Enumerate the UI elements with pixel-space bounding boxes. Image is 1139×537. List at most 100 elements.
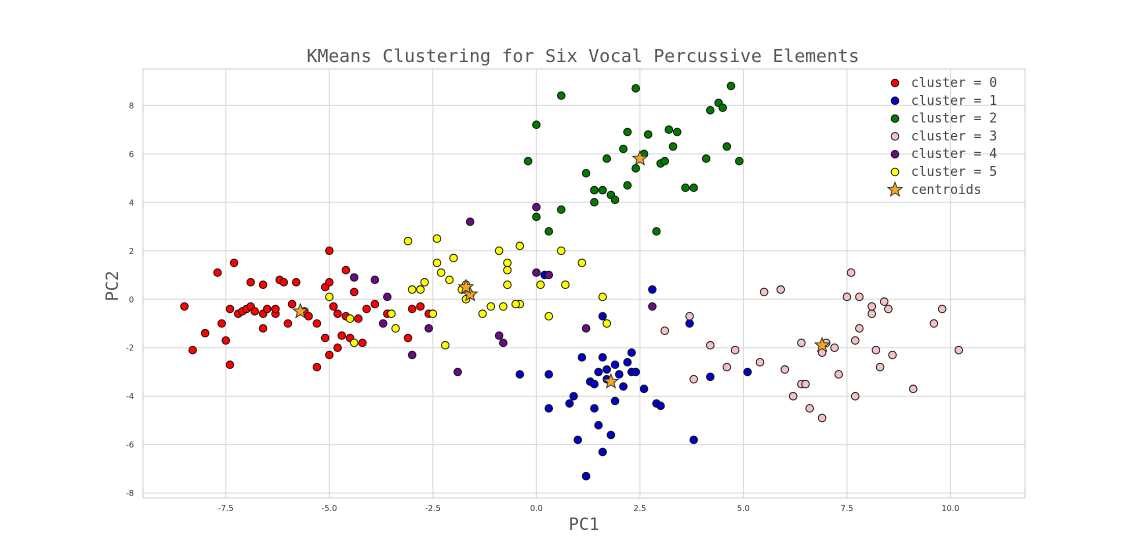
cluster-5-point	[345, 314, 355, 323]
cluster-2-point	[623, 181, 632, 190]
cluster-2-point	[735, 156, 744, 166]
cluster-0-point	[213, 268, 222, 277]
cluster-3-point	[871, 345, 881, 355]
cluster-0-point	[325, 350, 334, 360]
cluster-1-point	[623, 358, 632, 367]
cluster-0-point	[271, 304, 280, 314]
cluster-5-point	[499, 302, 508, 311]
cluster-5-point	[416, 285, 425, 294]
legend-entry: cluster = 5	[911, 165, 997, 180]
cluster-1-point	[610, 396, 620, 406]
centroid-star	[631, 149, 649, 166]
cluster-4-point	[349, 273, 359, 282]
cluster-5-point	[441, 341, 450, 350]
cluster-0-point	[258, 324, 268, 333]
cluster-1-point	[581, 471, 591, 481]
cluster-3-point	[850, 391, 860, 401]
cluster-5-point	[478, 309, 487, 319]
cluster-4-point	[532, 268, 541, 277]
cluster-2-point	[652, 227, 661, 236]
cluster-1-point	[590, 379, 599, 389]
cluster-0-point	[349, 287, 359, 297]
cluster-2-point	[660, 156, 669, 166]
cluster-0-point	[188, 345, 197, 355]
cluster-5-point	[407, 285, 417, 294]
cluster-2-point	[672, 127, 682, 137]
cluster-0-point	[304, 311, 313, 321]
cluster-0-point	[333, 309, 342, 319]
legend-marker	[890, 149, 900, 159]
cluster-0-point	[358, 338, 367, 348]
cluster-1-point	[631, 367, 641, 377]
cluster-0-point	[200, 328, 210, 338]
cluster-2-point	[701, 154, 711, 163]
cluster-2-point	[619, 144, 628, 154]
cluster-3-point	[689, 374, 698, 384]
cluster-1-point	[685, 319, 694, 328]
cluster-0-point	[325, 278, 334, 287]
cluster-2-point	[718, 103, 727, 113]
cluster-2-point	[623, 127, 632, 137]
cluster-5-point	[494, 246, 504, 256]
cluster-2-point	[556, 91, 566, 100]
cluster-4-point	[453, 367, 462, 377]
cluster-0-point	[221, 336, 231, 345]
cluster-5-point	[561, 280, 570, 289]
cluster-1-point	[743, 367, 752, 377]
cluster-2-point	[610, 195, 620, 205]
centroid-markers	[292, 149, 831, 389]
data-points	[180, 81, 963, 481]
cluster-2-point	[664, 125, 674, 134]
cluster-0-point	[312, 319, 322, 328]
legend-marker	[890, 167, 900, 177]
cluster-0-point	[250, 307, 260, 316]
cluster-2-point	[726, 81, 736, 91]
cluster-2-point	[689, 183, 698, 193]
cluster-0-point	[337, 331, 347, 340]
cluster-0-point	[279, 278, 289, 287]
cluster-3-point	[867, 309, 877, 319]
cluster-5-point	[536, 280, 545, 289]
y-tick-label: 8	[129, 101, 134, 110]
cluster-2-point	[556, 205, 566, 214]
cluster-3-point	[937, 304, 947, 314]
cluster-2-point	[706, 105, 715, 115]
cluster-1-point	[627, 348, 636, 357]
cluster-1-point	[610, 360, 620, 369]
cluster-0-point	[362, 304, 371, 314]
cluster-3-point	[908, 384, 918, 394]
y-axis-label: PC2	[103, 271, 123, 302]
cluster-3-point	[759, 287, 769, 297]
cluster-4-point	[648, 302, 657, 311]
legend-entry: cluster = 1	[911, 94, 997, 109]
cluster-0-point	[333, 343, 342, 352]
cluster-5-point	[486, 302, 496, 311]
cluster-2-point	[668, 142, 678, 151]
chart-title: KMeans Clustering for Six Vocal Percussi…	[307, 46, 860, 67]
cluster-0-point	[325, 246, 334, 256]
cluster-5-point	[544, 311, 554, 321]
cluster-3-point	[797, 338, 806, 348]
cluster-5-point	[515, 241, 525, 251]
cluster-3-point	[875, 362, 885, 372]
cluster-3-point	[780, 365, 790, 374]
cluster-1-point	[706, 372, 715, 382]
cluster-1-point	[594, 367, 603, 377]
cluster-1-point	[639, 384, 649, 394]
cluster-1-point	[598, 311, 607, 321]
cluster-3-point	[888, 350, 897, 360]
cluster-2-point	[532, 212, 541, 222]
y-tick-label: -4	[126, 392, 134, 401]
cluster-5-point	[503, 265, 512, 275]
cluster-1-point	[577, 353, 587, 362]
cluster-5-point	[445, 275, 454, 285]
x-tick-label: 10.0	[942, 504, 960, 513]
cluster-3-point	[755, 358, 765, 367]
x-tick-label: 5.0	[737, 504, 750, 513]
cluster-0-point	[291, 278, 301, 287]
cluster-1-point	[656, 401, 665, 411]
cluster-5-point	[432, 258, 442, 268]
y-tick-label: -6	[126, 441, 134, 450]
cluster-4-point	[465, 217, 475, 226]
cluster-1-point	[594, 421, 603, 430]
